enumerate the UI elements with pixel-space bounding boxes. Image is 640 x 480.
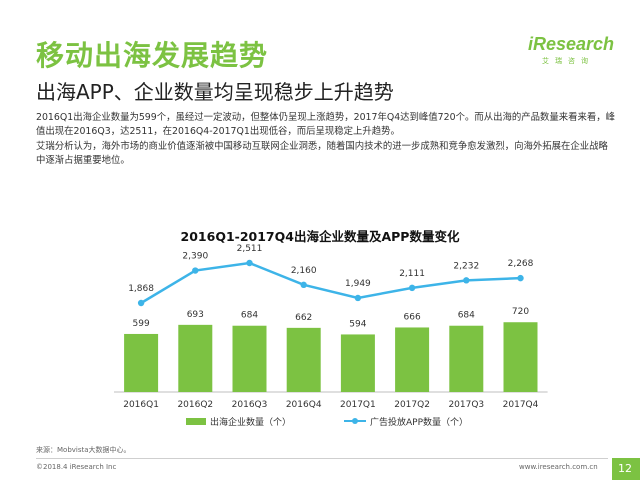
point-label-2017Q4: 2,268: [508, 259, 534, 269]
bar-enterprise-2016Q1: [124, 333, 159, 392]
bar-enterprise-2017Q4: [503, 322, 538, 392]
body-text: 2016Q1出海企业数量为599个，虽经过一定波动，但整体仍呈现上涨趋势，201…: [36, 111, 616, 168]
logo-subtext: 艾瑞咨询: [542, 57, 594, 65]
x-tick-2017Q1: 2017Q1: [340, 400, 376, 410]
page-number: 12: [618, 462, 632, 475]
point-app-2017Q2: [408, 284, 416, 292]
point-app-2016Q3: [246, 259, 253, 267]
bar-label-2016Q4: 662: [295, 313, 312, 323]
bar-label-2016Q2: 693: [187, 310, 204, 320]
line-app-count: [140, 261, 521, 305]
bar-label-2016Q3: 684: [241, 311, 258, 321]
point-app-2016Q2: [192, 267, 199, 274]
x-tick-2017Q2: 2017Q2: [394, 400, 430, 410]
bar-enterprise-2017Q3: [449, 325, 484, 392]
bar-label-2016Q1: 599: [133, 319, 150, 329]
legend-line-marker: [352, 418, 358, 424]
iresearch-logo: iResearch 艾瑞咨询: [528, 34, 615, 66]
point-app-2017Q3: [463, 277, 470, 284]
bar-label-2017Q2: 666: [404, 312, 421, 322]
bar-enterprise-2016Q3: [232, 325, 267, 392]
legend-bar-swatch: [186, 418, 206, 425]
bar-enterprise-2016Q2: [178, 324, 213, 392]
body-paragraph-1: 2016Q1出海企业数量为599个，虽经过一定波动，但整体仍呈现上涨趋势，201…: [36, 112, 615, 138]
point-label-2016Q3: 2,511: [237, 244, 263, 254]
bar-enterprise-2017Q1: [340, 334, 375, 392]
point-label-2017Q2: 2,111: [399, 269, 425, 279]
x-tick-2016Q4: 2016Q4: [286, 400, 322, 410]
legend-bar-label: 出海企业数量（个）: [210, 416, 291, 428]
page-number-tab: [612, 458, 640, 480]
point-label-2016Q4: 2,160: [291, 266, 317, 276]
point-app-2016Q4: [300, 281, 307, 289]
bar-enterprise-2016Q4: [286, 327, 321, 392]
point-app-2016Q1: [137, 299, 145, 307]
x-tick-2016Q3: 2016Q3: [232, 400, 268, 410]
chart-title: 2016Q1-2017Q4出海企业数量及APP数量变化: [180, 229, 460, 244]
x-tick-2017Q4: 2017Q4: [503, 400, 539, 410]
footer-divider: [36, 458, 608, 459]
page-title: 移动出海发展趋势: [36, 39, 269, 72]
point-label-2017Q3: 2,232: [453, 261, 479, 271]
logo-text: iResearch: [528, 34, 615, 54]
copyright: ©2018.4 iResearch Inc: [36, 463, 117, 471]
x-tick-2016Q2: 2016Q2: [177, 400, 213, 410]
legend-line-label: 广告投放APP数量（个）: [370, 416, 468, 428]
body-paragraph-2: 艾瑞分析认为，海外市场的商业价值逐渐被中国移动互联网企业洞悉，随着国内技术的进一…: [36, 140, 608, 166]
x-tick-2016Q1: 2016Q1: [123, 400, 159, 410]
bar-label-2017Q3: 684: [458, 311, 475, 321]
page-subtitle: 出海APP、企业数量均呈现稳步上升趋势: [36, 80, 394, 104]
point-app-2017Q1: [354, 294, 362, 302]
x-tick-2017Q3: 2017Q3: [448, 400, 484, 410]
bar-label-2017Q4: 720: [512, 307, 529, 317]
bar-enterprise-2017Q2: [395, 327, 430, 392]
point-label-2017Q1: 1,949: [345, 279, 371, 289]
bar-label-2017Q1: 594: [349, 319, 366, 329]
point-label-2016Q1: 1,868: [128, 284, 154, 294]
point-label-2016Q2: 2,390: [182, 252, 208, 262]
point-app-2017Q4: [517, 274, 524, 282]
source-note: 来源：Mobvista大数据中心。: [36, 446, 131, 454]
site-url[interactable]: www.iresearch.com.cn: [519, 463, 598, 471]
